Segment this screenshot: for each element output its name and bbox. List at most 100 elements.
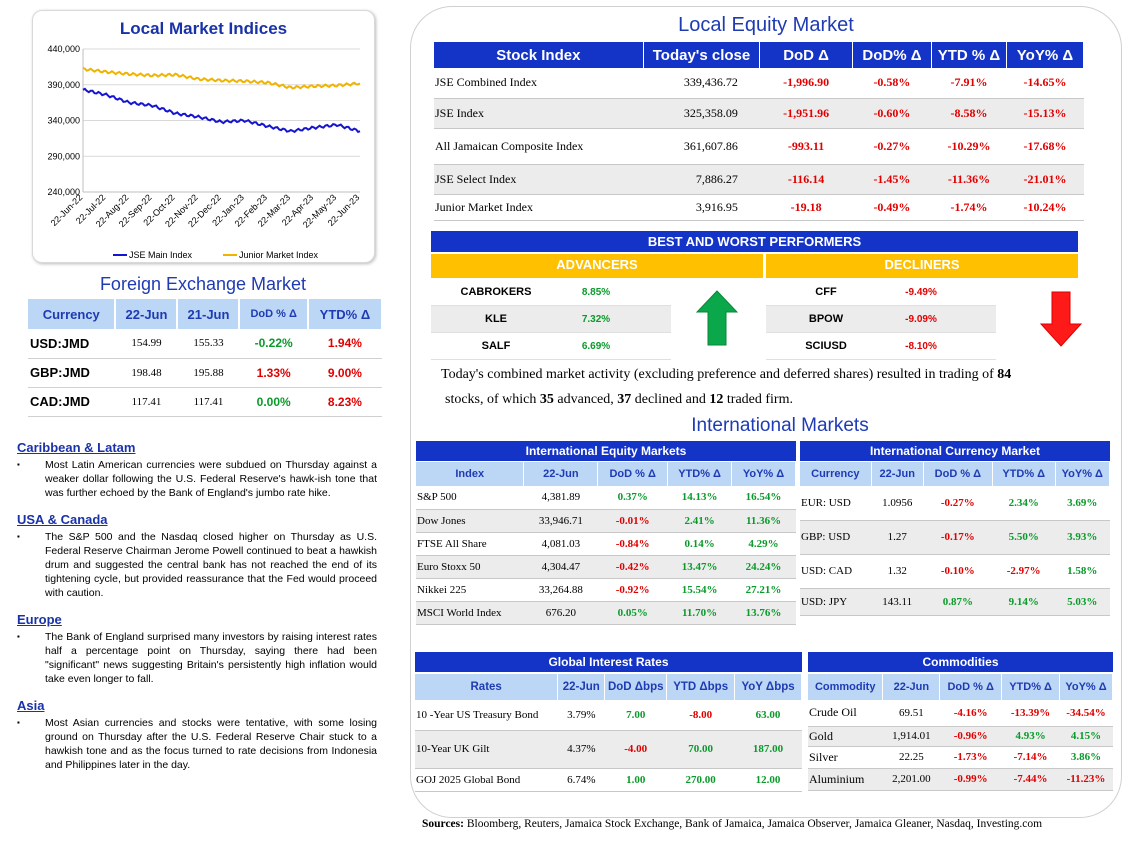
fx-cell: 195.88 xyxy=(177,358,240,388)
commodity-cell: 22.25 xyxy=(882,746,940,769)
fx-header: DoD % Δ xyxy=(239,299,309,329)
change-pct: -8.10% xyxy=(905,340,937,352)
advancers-header: ADVANCERS xyxy=(431,254,763,278)
news-heading: USA & Canada xyxy=(17,512,108,527)
intl-currency-cell: 3.93% xyxy=(1055,520,1110,555)
news-item: ▪ The S&P 500 and the Nasdaq closed highe… xyxy=(17,530,377,600)
rates-cell: 4.37% xyxy=(557,730,605,769)
ticker: SCIUSD xyxy=(805,340,847,352)
equity-cell: 7,886.27 xyxy=(643,164,760,195)
intl-currency-cell: GBP: USD xyxy=(800,520,872,555)
chart-svg: 440,000390,000340,000290,000240,00022-Ju… xyxy=(47,44,361,260)
fx-cell: 8.23% xyxy=(307,387,382,417)
intl-equity-header: YTD% Δ xyxy=(667,462,733,486)
intl-equity-cell: -0.01% xyxy=(597,509,668,533)
equity-cell: Junior Market Index xyxy=(434,194,644,221)
series-line-0 xyxy=(82,87,361,134)
equity-cell: -1,951.96 xyxy=(759,98,853,129)
intl-equity-cell: 0.14% xyxy=(667,532,732,556)
fx-cell: GBP:JMD xyxy=(28,358,116,388)
commodity-cell: 2,201.00 xyxy=(882,768,940,791)
rates-cell: 7.00 xyxy=(604,700,667,731)
intl-currency-row: USD: JPY 143.11 0.87% 9.14% 5.03% xyxy=(800,588,1110,616)
intl-equity-cell: 16.54% xyxy=(731,486,796,510)
commodity-cell: Aluminium xyxy=(808,768,883,791)
intl-equity-row: Dow Jones 33,946.71 -0.01% 2.41% 11.36% xyxy=(416,509,796,533)
intl-currency-header: YoY% Δ xyxy=(1055,462,1111,486)
commodity-cell: 3.86% xyxy=(1059,746,1113,769)
intl-currency-header: DoD % Δ xyxy=(923,462,993,486)
legend-entry: JSE Main Index xyxy=(129,250,193,260)
news-item: ▪ Most Asian currencies and stocks were t… xyxy=(17,716,377,772)
news-heading: Europe xyxy=(17,612,62,627)
commodity-cell: -7.14% xyxy=(1001,746,1060,769)
intl-equity-cell: -0.92% xyxy=(597,578,668,602)
rates-row: 10 -Year US Treasury Bond 3.79% 7.00 -8.00 6… xyxy=(415,700,802,731)
equity-cell: -0.27% xyxy=(852,128,932,165)
rates-cell: 3.79% xyxy=(557,700,605,731)
fx-row: GBP:JMD 198.48 195.88 1.33% 9.00% xyxy=(28,358,382,388)
declined-count: 37 xyxy=(617,392,632,407)
intl-equity-cell: 13.47% xyxy=(667,555,732,579)
intl-equity-row: MSCI World Index 676.20 0.05% 11.70% 13.76% xyxy=(416,601,796,625)
equity-row: All Jamaican Composite Index 361,607.86 -9… xyxy=(434,128,1084,165)
equity-row: JSE Combined Index 339,436.72 -1,996.90 -0.… xyxy=(434,68,1084,99)
commodity-row: Silver 22.25 -1.73% -7.14% 3.86% xyxy=(808,746,1113,769)
decliners-list: CFF -9.49% BPOW -9.09% SCIUSD -8.10% xyxy=(766,279,996,360)
rates-cell: 187.00 xyxy=(734,730,802,769)
news-item: ▪ Most Latin American currencies were sub… xyxy=(17,458,377,500)
fx-cell: 9.00% xyxy=(307,358,382,388)
ticker: CABROKERS xyxy=(460,286,532,298)
equity-cell: -0.49% xyxy=(852,194,932,221)
fx-cell: -0.22% xyxy=(239,329,308,359)
rates-cell: 12.00 xyxy=(734,768,802,792)
fx-header: YTD% Δ xyxy=(307,299,384,329)
intl-currency-cell: 9.14% xyxy=(992,588,1056,616)
commodity-cell: 4.93% xyxy=(1001,726,1060,747)
intl-equity-cell: Euro Stoxx 50 xyxy=(416,555,524,579)
commodities-table: Commodities Commodity 22-Jun DoD % Δ YTD% Δ… xyxy=(808,652,1113,791)
y-tick-label: 240,000 xyxy=(47,187,80,197)
intl-equity-row: Euro Stoxx 50 4,304.47 -0.42% 13.47% 24.24% xyxy=(416,555,796,579)
intl-equity-cell: 27.21% xyxy=(731,578,796,602)
intl-equity-header: 22-Jun xyxy=(523,462,599,486)
news-heading: Caribbean & Latam xyxy=(17,440,136,455)
decliner-row: CFF -9.49% xyxy=(766,279,996,306)
intl-currency-cell: USD: JPY xyxy=(800,588,872,616)
news-text: Most Latin American currencies were subd… xyxy=(45,459,377,499)
rates-row: 10-Year UK Gilt 4.37% -4.00 70.00 187.00 xyxy=(415,730,802,769)
intl-currency-cell: 5.50% xyxy=(992,520,1056,555)
equity-cell: -10.24% xyxy=(1006,194,1084,221)
fx-header: Currency xyxy=(28,299,117,329)
intl-equity-row: Nikkei 225 33,264.88 -0.92% 15.54% 27.21% xyxy=(416,578,796,602)
equity-cell: -1.74% xyxy=(931,194,1007,221)
commodity-cell: -13.39% xyxy=(1001,700,1060,727)
intl-equity-cell: Nikkei 225 xyxy=(416,578,524,602)
equity-header: DoD Δ xyxy=(759,42,853,68)
fx-row: CAD:JMD 117.41 117.41 0.00% 8.23% xyxy=(28,387,382,417)
equity-cell: -1.45% xyxy=(852,164,932,195)
commodity-row: Aluminium 2,201.00 -0.99% -7.44% -11.23% xyxy=(808,768,1113,791)
news-section: Caribbean & Latam ▪ Most Latin American cu… xyxy=(17,440,377,772)
equity-title: Local Equity Market xyxy=(678,14,854,36)
equity-cell: -8.58% xyxy=(931,98,1007,129)
news-item: ▪ The Bank of England surprised many inve… xyxy=(17,630,377,686)
intl-currency-cell: 1.32 xyxy=(871,554,924,589)
intl-equity-header: DoD % Δ xyxy=(597,462,669,486)
commodity-header: YoY% Δ xyxy=(1059,674,1113,700)
rates-cell: 10-Year UK Gilt xyxy=(415,730,558,769)
commodity-cell: -0.96% xyxy=(939,726,1002,747)
equity-cell: -993.11 xyxy=(759,128,853,165)
intl-equity-cell: 0.05% xyxy=(597,601,668,625)
intl-equity-row: S&P 500 4,381.89 0.37% 14.13% 16.54% xyxy=(416,486,796,510)
fx-cell: USD:JMD xyxy=(28,329,116,359)
intl-equity-cell: 4,081.03 xyxy=(523,532,598,556)
equity-cell: -21.01% xyxy=(1006,164,1084,195)
intl-equity-cell: 4.29% xyxy=(731,532,796,556)
local-indices-chart: Local Market Indices 440,000 390,000 340,0… xyxy=(32,10,375,263)
intl-currency-cell: 3.69% xyxy=(1055,486,1110,521)
news-text: The S&P 500 and the Nasdaq closed higher… xyxy=(45,531,377,599)
intl-currency-cell: 143.11 xyxy=(871,588,924,616)
intl-equity-cell: FTSE All Share xyxy=(416,532,524,556)
intl-equity-header: Index xyxy=(416,462,525,486)
